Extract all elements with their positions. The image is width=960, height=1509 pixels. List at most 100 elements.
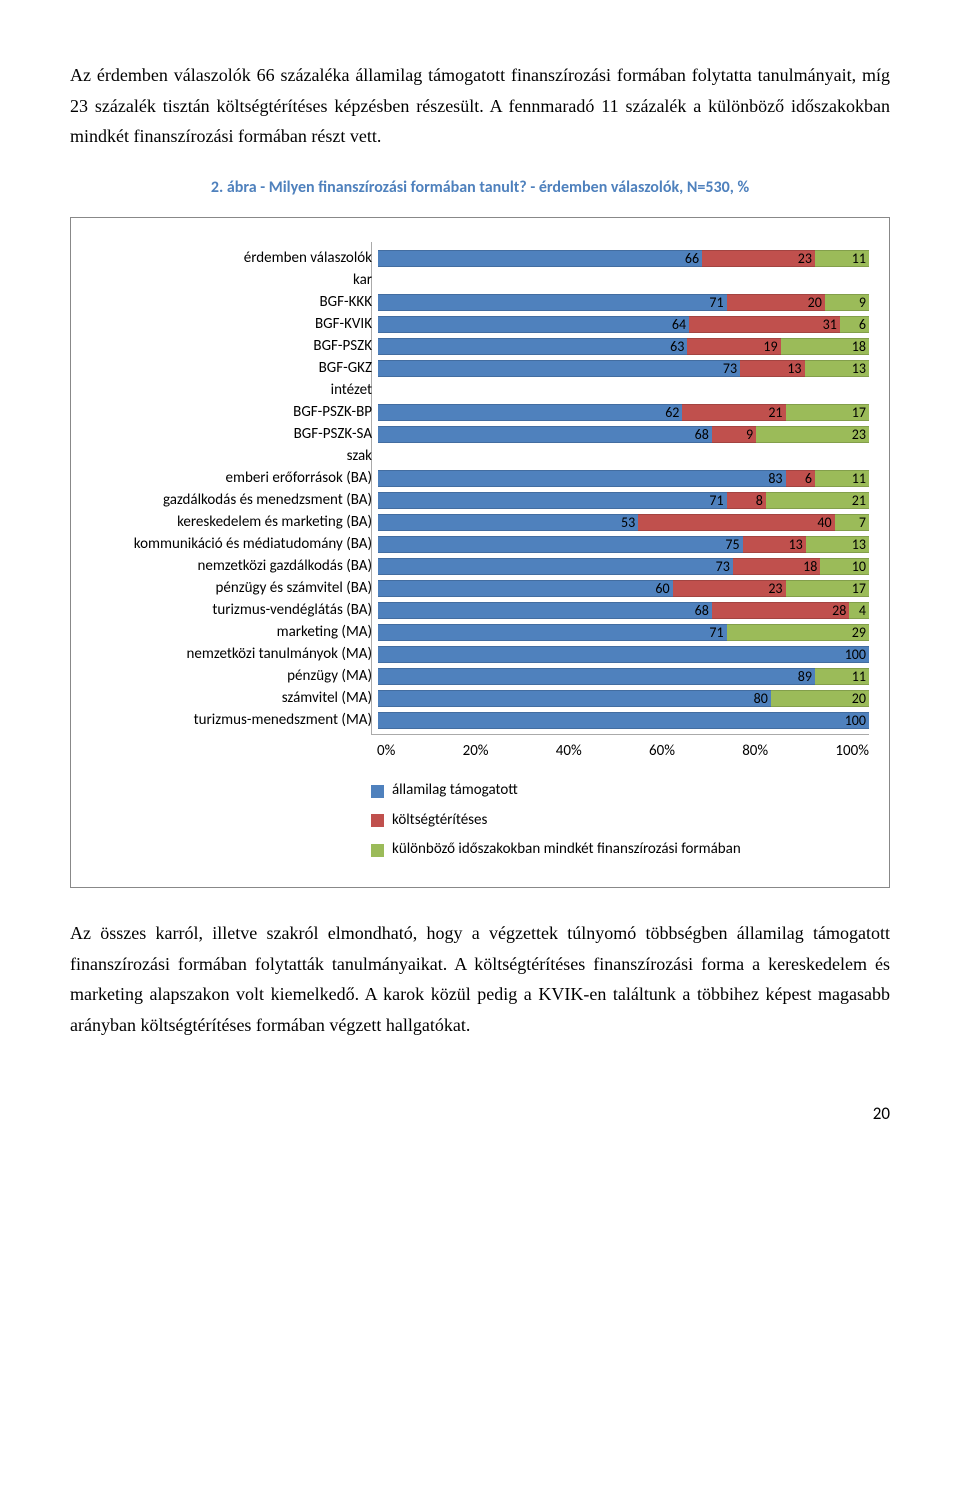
chart-row: számvitel (MA)8020 [92,688,869,710]
chart-row: nemzetközi tanulmányok (MA)100 [92,644,869,666]
page-number: 20 [70,1100,890,1129]
legend-swatch-icon [371,844,384,857]
chart-segment: 19 [687,338,780,355]
chart-segment: 13 [743,536,806,553]
chart-segment: 11 [815,470,869,487]
chart-segment: 40 [638,514,834,531]
chart-segment: 20 [771,690,869,707]
chart-segment: 7 [835,514,869,531]
chart-bar: 68923 [378,426,869,443]
chart-segment: 18 [781,338,869,355]
chart-row-label: turizmus-menedszment (MA) [92,708,378,734]
chart-segment: 9 [712,426,756,443]
chart-segment: 89 [378,668,815,685]
chart-segment: 17 [786,580,869,597]
chart-row: szak [92,446,869,468]
legend-item-3: különböző időszakokban mindkét finanszír… [371,837,869,863]
intro-paragraph: Az érdemben válaszolók 66 százaléka álla… [70,60,890,152]
chart-segment: 100 [378,646,869,663]
chart-segment: 60 [378,580,673,597]
chart-row: BGF-PSZK631918 [92,336,869,358]
chart-segment: 73 [378,558,733,575]
chart-segment: 62 [378,404,682,421]
chart-bar [378,272,869,289]
chart-row: kar [92,270,869,292]
legend-swatch-icon [371,814,384,827]
chart-bar: 662311 [378,250,869,267]
chart-row: BGF-PSZK-BP622117 [92,402,869,424]
legend-label: államilag támogatott [392,778,518,804]
chart-segment: 9 [825,294,869,311]
chart-segment: 21 [766,492,869,509]
chart-segment: 80 [378,690,771,707]
closing-paragraph: Az összes karról, illetve szakról elmond… [70,918,890,1040]
chart-bar: 622117 [378,404,869,421]
chart-segment: 29 [727,624,869,641]
chart-row: kereskedelem és marketing (BA)53407 [92,512,869,534]
chart-bar: 751313 [378,536,869,553]
axis-tick: 100% [835,739,869,765]
chart-segment: 21 [682,404,785,421]
chart-segment: 20 [727,294,825,311]
chart-segment: 31 [689,316,840,333]
chart-segment: 73 [378,360,740,377]
legend-label: költségtérítéses [392,808,487,834]
chart-bar: 731810 [378,558,869,575]
chart-bar [378,448,869,465]
chart-bar: 8020 [378,690,869,707]
chart-segment: 68 [378,602,712,619]
chart-row: marketing (MA)7129 [92,622,869,644]
legend-label: különböző időszakokban mindkét finanszír… [392,837,741,863]
chart-segment: 83 [378,470,786,487]
chart-segment: 13 [806,536,869,553]
chart-segment: 23 [756,426,869,443]
chart-row: pénzügy (MA)8911 [92,666,869,688]
chart-segment: 18 [733,558,821,575]
chart-segment: 6 [840,316,869,333]
chart-row: BGF-GKZ731313 [92,358,869,380]
chart-segment: 63 [378,338,687,355]
chart-segment: 66 [378,250,702,267]
chart-row: turizmus-vendéglátás (BA)68284 [92,600,869,622]
chart-segment: 28 [712,602,849,619]
chart-row: BGF-KVIK64316 [92,314,869,336]
chart-row: intézet [92,380,869,402]
chart-segment: 64 [378,316,689,333]
chart-row: nemzetközi gazdálkodás (BA)731810 [92,556,869,578]
chart-bar: 100 [378,712,869,729]
chart-segment: 13 [805,360,869,377]
chart-row: turizmus-menedszment (MA)100 [92,710,869,732]
chart-bar: 64316 [378,316,869,333]
chart-segment: 10 [820,558,869,575]
chart-plot-area: érdemben válaszolók662311karBGF-KKK71209… [371,242,869,735]
chart-segment: 6 [786,470,815,487]
chart-segment: 17 [786,404,869,421]
chart-segment: 53 [378,514,638,531]
axis-tick: 0% [377,739,395,765]
chart-segment: 71 [378,624,727,641]
chart-bar: 53407 [378,514,869,531]
chart-row: emberi erőforrások (BA)83611 [92,468,869,490]
chart-container: érdemben válaszolók662311karBGF-KKK71209… [70,217,890,888]
axis-tick: 20% [463,739,489,765]
chart-row: BGF-KKK71209 [92,292,869,314]
chart-bar [378,382,869,399]
axis-tick: 60% [649,739,675,765]
chart-bar: 602317 [378,580,869,597]
chart-segment: 13 [740,360,804,377]
chart-bar: 83611 [378,470,869,487]
axis-tick: 40% [556,739,582,765]
chart-segment: 68 [378,426,712,443]
chart-segment: 23 [702,250,815,267]
chart-legend: államilag támogatott költségtérítéses kü… [371,778,869,863]
chart-row: gazdálkodás és menedzsment (BA)71821 [92,490,869,512]
chart-segment: 75 [378,536,743,553]
chart-segment: 71 [378,294,727,311]
chart-segment: 71 [378,492,727,509]
chart-segment: 100 [378,712,869,729]
chart-bar: 631918 [378,338,869,355]
chart-bar: 68284 [378,602,869,619]
chart-segment: 11 [815,250,869,267]
chart-bar: 100 [378,646,869,663]
chart-row: pénzügy és számvitel (BA)602317 [92,578,869,600]
